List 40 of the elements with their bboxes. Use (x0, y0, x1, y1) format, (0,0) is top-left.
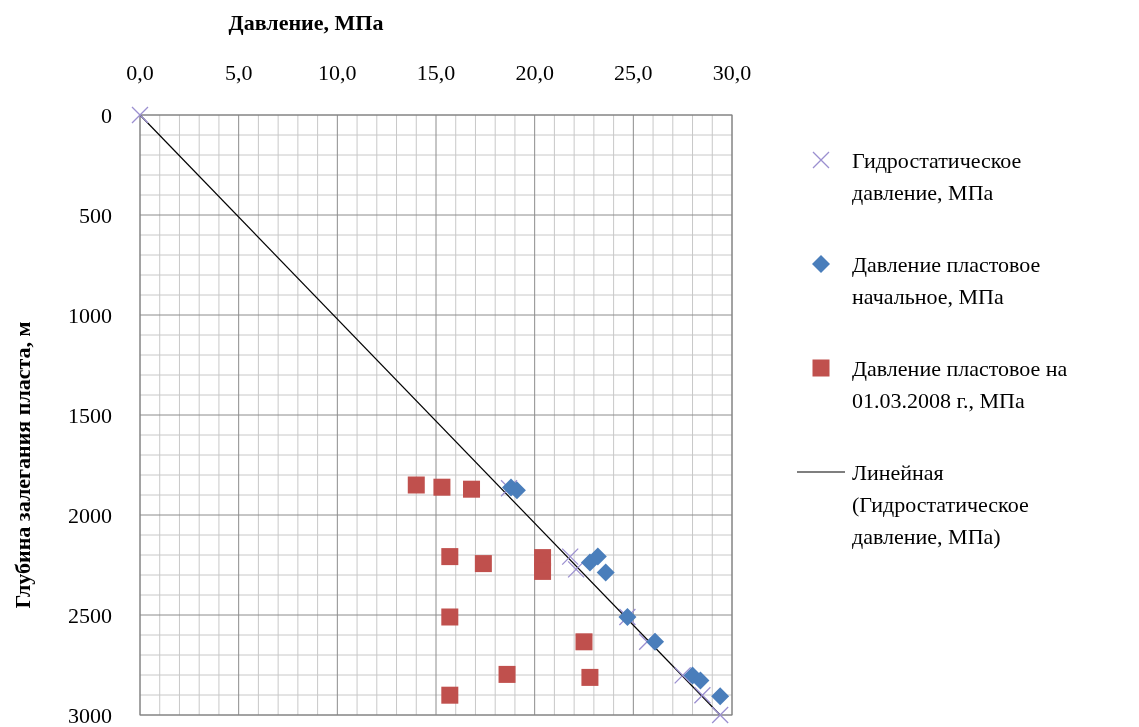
y-tick-label: 0 (101, 103, 112, 128)
x-tick-label: 5,0 (224, 60, 253, 85)
y-tick-label: 2000 (68, 503, 112, 528)
legend-label: Давление пластовое на 01.03.2008 г., МПа (852, 356, 1068, 413)
point (131, 106, 149, 124)
point (674, 666, 692, 685)
x-tick-label: 30,0 (712, 60, 752, 85)
point (646, 632, 665, 651)
point (474, 555, 492, 573)
legend-label: Гидростатическое давление, МПа (852, 148, 1022, 205)
legend-label: Линейная (Гидростатическое давление, МПа) (852, 460, 1029, 549)
point (441, 686, 459, 704)
x-tick-label: 10,0 (318, 60, 357, 85)
x-tick-label: 0,0 (126, 60, 154, 85)
point (433, 478, 451, 496)
y-tick-label: 1000 (68, 303, 112, 328)
point (596, 563, 615, 582)
y-tick-label: 3000 (68, 703, 112, 727)
point (534, 562, 552, 580)
point (711, 706, 729, 724)
point (407, 476, 425, 494)
point (441, 608, 459, 626)
y-axis-title: Глубина залегания пласта, м (10, 321, 35, 609)
point (441, 548, 459, 566)
point (575, 633, 593, 651)
y-tick-label: 1500 (68, 403, 112, 428)
y-tick-label: 500 (79, 203, 112, 228)
y-tick-label: 2500 (68, 603, 112, 628)
x-tick-label: 20,0 (515, 60, 554, 85)
x-axis-title: Давление, МПа (228, 10, 384, 35)
x-tick-label: 25,0 (614, 60, 653, 85)
point (567, 560, 585, 579)
point (581, 668, 599, 686)
point (693, 686, 712, 704)
point (711, 687, 730, 706)
point (463, 480, 481, 498)
point (498, 665, 516, 683)
point (561, 547, 579, 566)
legend-label: Давление пластовое начальное, МПа (852, 252, 1041, 309)
x-tick-label: 15,0 (416, 60, 456, 85)
